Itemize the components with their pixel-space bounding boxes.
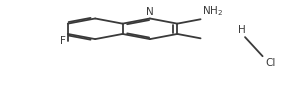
Text: Cl: Cl bbox=[265, 58, 276, 68]
Text: NH$_2$: NH$_2$ bbox=[202, 4, 223, 18]
Text: H: H bbox=[238, 25, 246, 35]
Text: F: F bbox=[61, 36, 66, 46]
Text: N: N bbox=[146, 7, 154, 17]
